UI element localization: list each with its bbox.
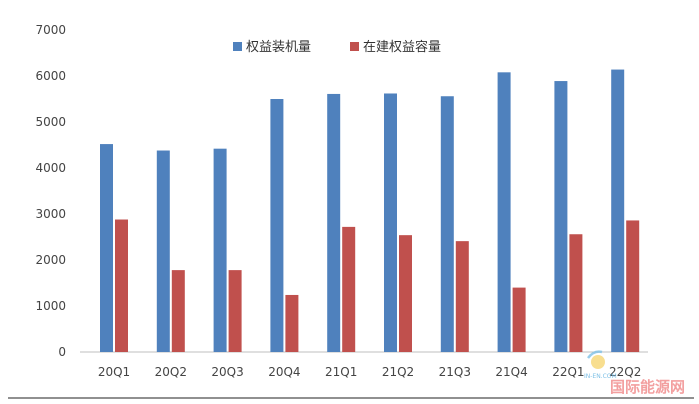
watermark-subtext: IN-EN.COM <box>584 373 617 380</box>
bar-21Q2-series-2 <box>399 235 412 352</box>
legend-swatch-1 <box>233 42 242 51</box>
bar-22Q2-series-2 <box>626 220 640 352</box>
bar-20Q1-series-2 <box>115 219 128 352</box>
y-tick-label: 0 <box>58 345 66 359</box>
bar-20Q2-series-1 <box>156 150 170 352</box>
y-tick-label: 1000 <box>35 299 66 313</box>
bar-22Q1-series-1 <box>554 81 568 352</box>
watermark-text: 国际能源网 <box>610 378 685 396</box>
watermark-logo: IN-EN.COM 国际能源网 <box>584 350 685 396</box>
x-axis: 20Q1 20Q2 20Q3 20Q4 21Q1 21Q2 21Q3 21Q4 22Q1 22Q2 <box>98 365 642 379</box>
bar-20Q1-series-1 <box>100 144 113 352</box>
bar-21Q2-series-1 <box>384 93 397 352</box>
x-tick-label: 20Q4 <box>268 365 300 379</box>
y-tick-label: 5000 <box>35 115 66 129</box>
x-tick-label: 20Q1 <box>98 365 130 379</box>
bar-21Q1-series-1 <box>327 93 341 352</box>
y-axis: 0 1000 2000 3000 4000 5000 6000 7000 <box>35 23 66 359</box>
x-tick-label: 22Q1 <box>552 365 584 379</box>
y-tick-label: 6000 <box>35 69 66 83</box>
bars <box>100 69 640 353</box>
bar-21Q3-series-1 <box>440 96 454 353</box>
x-tick-label: 20Q2 <box>155 365 187 379</box>
bar-20Q3-series-1 <box>213 148 227 352</box>
x-tick-label: 21Q1 <box>325 365 357 379</box>
legend-swatch-2 <box>350 42 359 51</box>
x-tick-label: 21Q3 <box>439 365 471 379</box>
x-tick-label: 20Q3 <box>211 365 243 379</box>
y-tick-label: 2000 <box>35 253 66 267</box>
legend-label-2: 在建权益容量 <box>363 39 441 55</box>
y-tick-label: 4000 <box>35 161 66 175</box>
bar-21Q1-series-2 <box>342 226 356 352</box>
logo-sun-icon <box>591 355 605 369</box>
x-tick-label: 22Q2 <box>609 365 641 379</box>
bar-22Q1-series-2 <box>569 234 583 352</box>
bar-20Q2-series-2 <box>171 270 185 352</box>
legend-label-1: 权益装机量 <box>246 39 311 55</box>
bar-20Q4-series-1 <box>270 99 284 352</box>
bar-20Q3-series-2 <box>228 270 242 352</box>
y-tick-label: 7000 <box>35 23 66 37</box>
bar-21Q4-series-1 <box>497 72 511 352</box>
bar-20Q4-series-2 <box>285 294 299 352</box>
x-tick-label: 21Q2 <box>382 365 414 379</box>
x-tick-label: 21Q4 <box>495 365 527 379</box>
bar-21Q4-series-2 <box>512 287 526 352</box>
legend: 权益装机量 在建权益容量 <box>233 39 441 55</box>
bar-21Q3-series-2 <box>455 241 469 352</box>
logo-swoosh-icon <box>587 350 603 359</box>
bar-22Q2-series-1 <box>611 69 625 352</box>
y-tick-label: 3000 <box>35 207 66 221</box>
